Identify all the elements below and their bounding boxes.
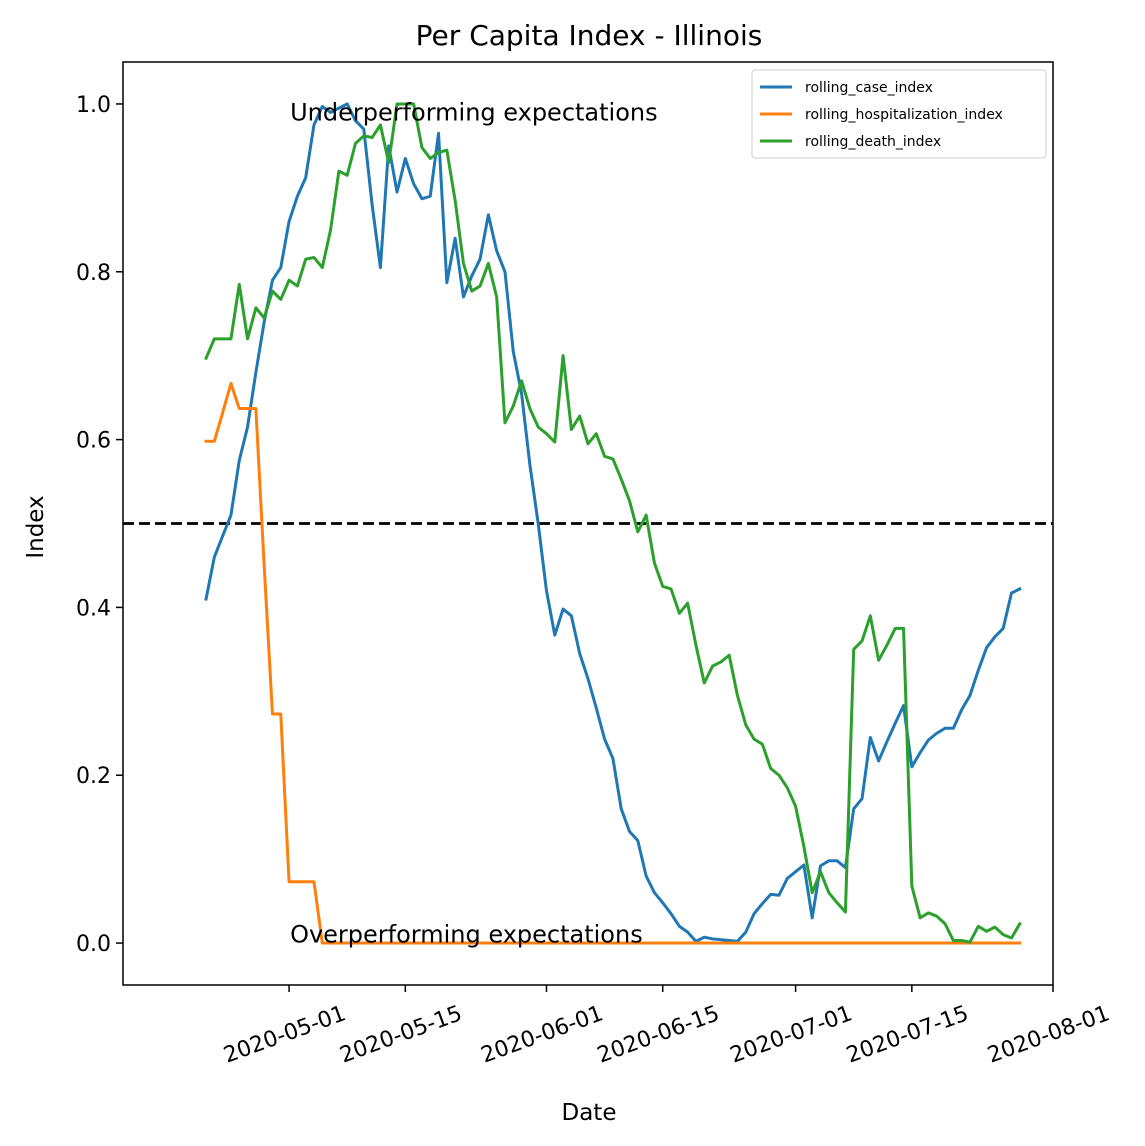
chart-title: Per Capita Index - Illinois [416, 19, 763, 52]
y-tick-label: 0.0 [76, 932, 111, 957]
x-tick-label: 2020-07-01 [727, 1001, 856, 1068]
y-tick-label: 0.8 [76, 261, 111, 286]
legend-label: rolling_death_index [805, 134, 941, 150]
series-line-rolling-death-index [204, 102, 1022, 944]
annotation-underperforming: Underperforming expectations [290, 98, 658, 126]
legend-box [751, 69, 1047, 159]
plot-frame [122, 61, 1054, 986]
x-tick-label: 2020-06-15 [594, 1001, 723, 1068]
plot-area [123, 102, 1053, 945]
y-axis: 0.0 0.2 0.4 0.6 0.8 1.0 [76, 93, 123, 957]
y-tick-label: 1.0 [76, 93, 111, 118]
series-group [123, 102, 1053, 945]
legend-label: rolling_hospitalization_index [805, 107, 1003, 123]
x-axis-label: Date [562, 1100, 617, 1126]
x-tick-label: 2020-05-15 [337, 1001, 466, 1068]
x-tick-label: 2020-06-01 [478, 1001, 607, 1068]
x-tick-label: 2020-08-01 [984, 1001, 1113, 1068]
series-line-rolling-hospitalization-index [204, 381, 1022, 945]
y-axis-label: Index [23, 495, 49, 558]
annotations: Underperforming expectations Overperform… [290, 98, 658, 948]
legend-label: rolling_case_index [805, 80, 933, 96]
legend: rolling_case_index rolling_hospitalizatio… [751, 69, 1047, 159]
series-line-rolling-case-index [204, 102, 1022, 943]
x-tick-label: 2020-07-15 [843, 1001, 972, 1068]
y-tick-label: 0.2 [76, 764, 111, 789]
x-tick-label: 2020-05-01 [220, 1001, 349, 1068]
y-tick-label: 0.4 [76, 596, 111, 621]
y-tick-label: 0.6 [76, 429, 111, 454]
annotation-overperforming: Overperforming expectations [290, 921, 643, 949]
